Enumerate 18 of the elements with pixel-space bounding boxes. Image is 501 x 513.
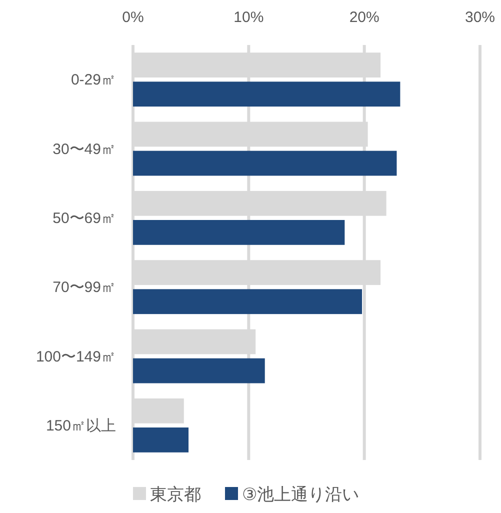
legend-label: ③池上通り沿い <box>242 485 360 504</box>
bar <box>133 358 265 384</box>
y-tick-label: 50〜69㎡ <box>52 210 116 227</box>
x-tick-label: 0% <box>122 9 144 26</box>
bar <box>133 82 400 107</box>
x-tick-label: 10% <box>234 9 264 26</box>
x-tick-label: 20% <box>349 9 380 26</box>
bar <box>133 289 362 314</box>
legend-label: 東京都 <box>150 485 201 504</box>
y-tick-label: 150㎡以上 <box>46 417 116 434</box>
x-tick-label: 30% <box>464 9 496 26</box>
y-tick-label: 30〜49㎡ <box>52 140 116 158</box>
y-tick-label: 70〜99㎡ <box>52 279 116 296</box>
y-tick-label: 100〜149㎡ <box>36 348 116 366</box>
y-tick-label: 0-29㎡ <box>70 72 116 89</box>
bar <box>133 150 397 176</box>
bar <box>133 220 345 245</box>
bar <box>133 427 189 452</box>
